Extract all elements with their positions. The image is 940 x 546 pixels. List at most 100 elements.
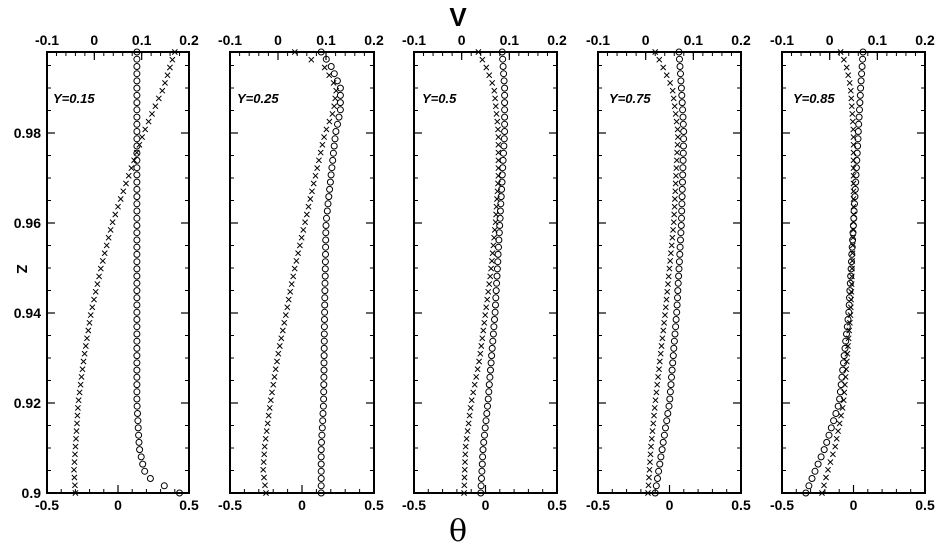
v-point bbox=[477, 489, 485, 497]
v-point bbox=[318, 431, 326, 439]
top-tick-label: 0.2 bbox=[547, 32, 567, 48]
v-point bbox=[333, 77, 341, 85]
theta-point bbox=[846, 319, 853, 326]
v-point bbox=[678, 193, 686, 201]
theta-point bbox=[120, 188, 127, 195]
theta-point bbox=[74, 412, 81, 419]
theta-point bbox=[846, 327, 853, 334]
v-point bbox=[678, 200, 686, 208]
v-point bbox=[492, 287, 500, 295]
theta-point bbox=[478, 343, 485, 349]
v-point bbox=[133, 178, 141, 186]
theta-point bbox=[464, 428, 471, 435]
theta-point bbox=[850, 234, 856, 241]
v-point bbox=[671, 330, 679, 338]
theta-point bbox=[171, 49, 178, 55]
v-point bbox=[133, 359, 141, 367]
theta-point bbox=[486, 281, 493, 288]
theta-point bbox=[491, 226, 498, 233]
theta-point bbox=[101, 250, 108, 257]
v-point bbox=[329, 156, 337, 164]
v-point bbox=[677, 229, 685, 237]
v-point bbox=[855, 113, 863, 121]
v-point bbox=[489, 337, 497, 345]
v-point bbox=[658, 446, 666, 454]
v-point bbox=[501, 84, 509, 92]
v-point bbox=[322, 222, 330, 229]
theta-point bbox=[287, 288, 294, 295]
v-point bbox=[497, 200, 505, 208]
panel-2: -0.1 0 0.1 0.2 -0.5 0 0.5 Y=0.25 bbox=[218, 32, 384, 513]
theta-point bbox=[139, 134, 146, 141]
theta-point bbox=[461, 474, 468, 481]
theta-point bbox=[71, 466, 77, 473]
panel-frame bbox=[413, 51, 558, 494]
theta-point bbox=[330, 79, 337, 86]
v-point bbox=[491, 308, 499, 316]
theta-point bbox=[673, 157, 680, 164]
v-point bbox=[657, 453, 665, 461]
v-point bbox=[498, 48, 506, 56]
theta-point bbox=[81, 350, 88, 357]
v-point bbox=[666, 388, 674, 396]
v-point bbox=[678, 91, 686, 99]
bottom-tick-label: -0.5 bbox=[586, 497, 610, 513]
v-point bbox=[677, 222, 685, 229]
v-point bbox=[321, 301, 329, 309]
v-point bbox=[484, 402, 491, 410]
theta-point bbox=[849, 265, 855, 272]
v-point bbox=[820, 446, 828, 454]
theta-point bbox=[645, 482, 652, 489]
v-point bbox=[856, 106, 863, 114]
theta-point bbox=[483, 304, 490, 311]
v-point bbox=[321, 308, 329, 316]
theta-point bbox=[466, 412, 473, 419]
theta-point bbox=[329, 110, 336, 117]
theta-point bbox=[96, 273, 103, 280]
theta-point bbox=[847, 312, 854, 319]
v-point bbox=[497, 193, 505, 201]
theta-point bbox=[670, 95, 677, 102]
v-point bbox=[133, 63, 141, 70]
v-point bbox=[501, 99, 509, 107]
theta-point bbox=[488, 257, 495, 264]
top-tick-label: 0.2 bbox=[915, 32, 935, 48]
theta-point bbox=[468, 397, 475, 404]
theta-point bbox=[291, 265, 298, 272]
theta-point bbox=[477, 350, 484, 357]
top-tick-label: 0 bbox=[642, 32, 650, 48]
v-point bbox=[859, 55, 867, 63]
theta-point bbox=[651, 412, 657, 419]
theta-point bbox=[133, 149, 140, 156]
theta-point bbox=[672, 188, 679, 195]
theta-point bbox=[487, 273, 494, 280]
v-point bbox=[805, 482, 813, 490]
theta-point bbox=[462, 451, 469, 458]
theta-point bbox=[78, 373, 85, 380]
v-point bbox=[133, 222, 141, 229]
theta-point bbox=[77, 381, 84, 388]
theta-point bbox=[331, 103, 338, 110]
v-point bbox=[317, 482, 325, 490]
v-point bbox=[491, 316, 498, 323]
theta-point bbox=[263, 490, 269, 496]
theta-point bbox=[670, 226, 677, 233]
v-point bbox=[499, 55, 507, 63]
v-point bbox=[327, 63, 335, 70]
top-tick-label: -0.1 bbox=[402, 32, 426, 48]
theta-point bbox=[647, 459, 653, 466]
v-point bbox=[478, 460, 486, 468]
theta-point bbox=[843, 366, 850, 373]
v-point bbox=[496, 207, 504, 215]
v-point bbox=[492, 301, 499, 309]
v-point bbox=[493, 265, 501, 273]
theta-point bbox=[848, 288, 855, 295]
theta-point bbox=[470, 389, 477, 396]
theta-point bbox=[303, 211, 310, 218]
theta-point bbox=[495, 165, 502, 172]
bottom-tick-label: 0 bbox=[666, 497, 674, 513]
theta-point bbox=[82, 343, 89, 349]
v-point bbox=[134, 417, 142, 425]
v-point bbox=[134, 424, 142, 432]
